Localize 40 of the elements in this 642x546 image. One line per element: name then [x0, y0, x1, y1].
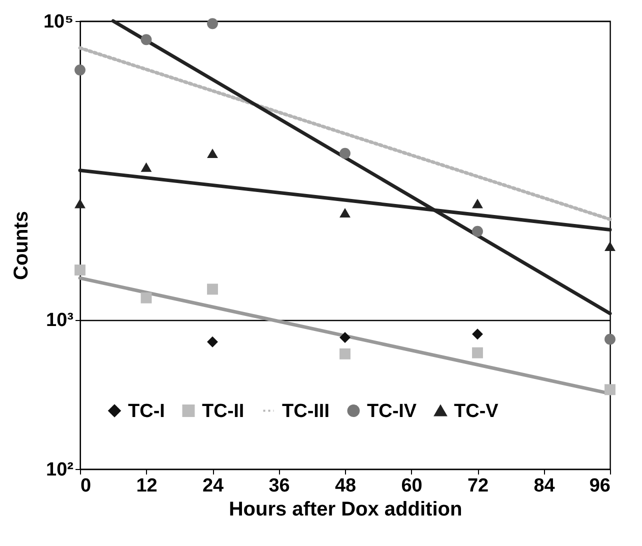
legend-label: TC-II	[202, 400, 244, 422]
legend-label: TC-III	[282, 400, 330, 422]
x-tick-label: 24	[202, 476, 224, 496]
x-tick-label: 0	[80, 476, 92, 496]
x-axis-title: Hours after Dox addition	[228, 498, 462, 520]
legend-label: TC-IV	[367, 400, 417, 422]
y-tick-label: 10³	[46, 310, 74, 332]
point	[472, 226, 483, 237]
point	[340, 148, 350, 159]
point	[340, 208, 350, 218]
x-tick-label: 48	[334, 476, 356, 496]
point	[207, 336, 218, 348]
point	[74, 64, 86, 76]
point	[604, 334, 616, 345]
point	[604, 242, 616, 252]
legend-label: TC-I	[128, 400, 165, 422]
point	[472, 198, 483, 208]
point	[140, 292, 152, 304]
point	[472, 328, 483, 340]
y-axis-title: Counts	[10, 211, 32, 280]
point	[140, 162, 152, 172]
point	[207, 148, 218, 158]
point	[604, 384, 616, 396]
y-tick-label: 10²	[46, 460, 74, 480]
x-tick-label: 36	[268, 476, 290, 496]
point	[74, 198, 86, 208]
point	[207, 18, 218, 30]
x-tick-label: 84	[534, 476, 556, 496]
point	[472, 347, 483, 358]
x-tick-label: 72	[467, 476, 489, 496]
point	[340, 348, 350, 360]
x-tick-label: 12	[136, 476, 158, 496]
legend-label: TC-V	[454, 400, 499, 422]
point	[74, 264, 86, 276]
x-tick-label: 60	[401, 476, 422, 496]
point	[340, 332, 350, 343]
y-tick-label: 10⁵	[43, 12, 74, 32]
x-tick-label: 96	[589, 476, 610, 496]
point	[207, 284, 218, 295]
point	[140, 34, 152, 46]
